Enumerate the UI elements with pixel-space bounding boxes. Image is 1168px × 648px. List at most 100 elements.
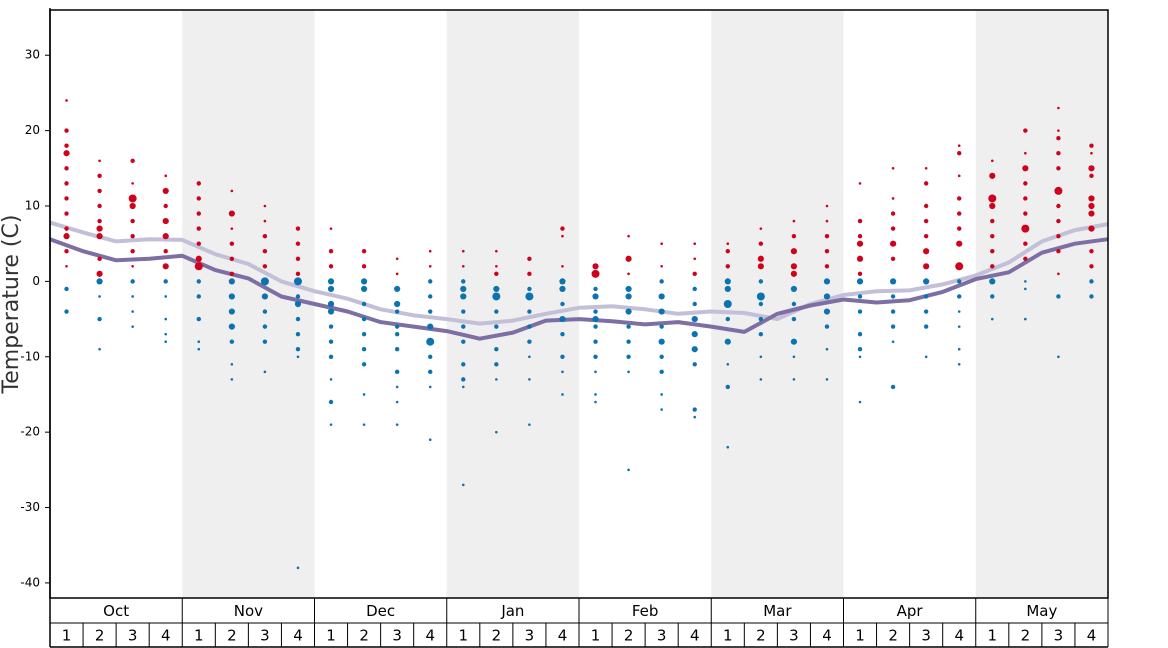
temperature-dot xyxy=(394,369,400,375)
temperature-dot xyxy=(957,144,961,147)
temperature-dot xyxy=(296,566,300,570)
temperature-dot xyxy=(625,285,632,293)
temperature-dot xyxy=(163,203,168,209)
temperature-dot xyxy=(362,393,366,396)
temperature-dot xyxy=(856,278,864,285)
temperature-dot xyxy=(196,226,201,231)
temperature-dot xyxy=(361,249,367,254)
temperature-dot xyxy=(329,378,333,381)
temperature-dot xyxy=(923,309,929,314)
temperature-dot xyxy=(825,378,829,381)
temperature-dot xyxy=(360,278,368,285)
y-tick-label: -10 xyxy=(20,349,40,363)
temperature-dot xyxy=(1023,241,1028,246)
temperature-dot xyxy=(65,265,68,268)
temperature-dot xyxy=(527,256,532,261)
temperature-dot xyxy=(1089,143,1094,148)
temperature-dot xyxy=(791,301,797,307)
temperature-dot xyxy=(129,202,136,210)
temperature-dot xyxy=(659,354,664,359)
temperature-dot xyxy=(162,263,169,270)
temperature-dot xyxy=(131,325,134,328)
temperature-dot xyxy=(627,234,630,238)
temperature-dot xyxy=(295,271,301,277)
week-label: 3 xyxy=(921,627,931,645)
temperature-dot xyxy=(659,324,664,329)
temperature-dot xyxy=(1024,287,1027,291)
temperature-dot xyxy=(295,316,301,322)
temperature-dot xyxy=(98,295,101,298)
temperature-dot xyxy=(988,194,997,203)
temperature-dot xyxy=(759,355,763,359)
temperature-dot xyxy=(327,308,335,315)
temperature-dot xyxy=(559,285,566,293)
temperature-dot xyxy=(427,323,434,330)
temperature-dot xyxy=(758,316,764,322)
temperature-dot xyxy=(494,347,499,352)
week-label: 4 xyxy=(822,627,832,645)
temperature-dot xyxy=(195,255,202,262)
temperature-dot xyxy=(130,218,135,224)
temperature-dot xyxy=(263,370,267,374)
week-label: 2 xyxy=(624,627,634,645)
temperature-dot xyxy=(196,211,201,216)
temperature-dot xyxy=(1088,165,1095,172)
temperature-dot xyxy=(725,384,730,390)
temperature-dot xyxy=(756,292,765,301)
temperature-dot xyxy=(461,483,465,487)
temperature-dot xyxy=(923,278,930,285)
temperature-dot xyxy=(527,286,532,292)
temperature-dot xyxy=(64,196,69,201)
temperature-dot xyxy=(196,241,201,246)
temperature-dot xyxy=(130,158,135,163)
temperature-dot xyxy=(791,316,797,322)
temperature-dot xyxy=(560,226,565,231)
temperature-dot xyxy=(328,354,334,359)
temperature-dot xyxy=(956,240,963,247)
temperature-dot xyxy=(594,400,597,404)
temperature-dot xyxy=(825,204,829,208)
temperature-dot xyxy=(990,218,995,224)
temperature-dot xyxy=(295,294,301,299)
week-label: 4 xyxy=(293,627,303,645)
temperature-dot xyxy=(989,202,996,210)
temperature-dot xyxy=(130,249,135,254)
temperature-dot xyxy=(460,285,467,293)
temperature-dot xyxy=(98,159,101,163)
temperature-dot xyxy=(627,272,630,276)
temperature-dot xyxy=(260,277,269,286)
temperature-dot xyxy=(428,438,432,441)
temperature-dot xyxy=(64,309,69,314)
month-label: Feb xyxy=(632,602,659,620)
temperature-dot xyxy=(889,278,897,285)
week-label: 2 xyxy=(888,627,898,645)
temperature-dot xyxy=(395,385,399,389)
temperature-dot xyxy=(1024,280,1027,283)
week-label: 3 xyxy=(1054,627,1064,645)
temperature-dot xyxy=(97,256,102,261)
temperature-dot xyxy=(692,407,697,412)
temperature-dot xyxy=(858,400,862,404)
temperature-dot xyxy=(692,286,697,292)
temperature-dot xyxy=(329,423,333,426)
temperature-dot xyxy=(792,378,796,381)
temperature-dot xyxy=(890,309,896,314)
temperature-dot xyxy=(593,324,598,329)
temperature-dot xyxy=(725,249,730,254)
temperature-dot xyxy=(561,234,564,238)
temperature-dot xyxy=(131,310,134,313)
temperature-dot xyxy=(857,218,863,224)
temperature-dot xyxy=(426,337,435,346)
temperature-dot xyxy=(294,300,302,308)
temperature-dot xyxy=(957,174,961,178)
week-label: 3 xyxy=(260,627,270,645)
temperature-dot xyxy=(361,301,367,307)
temperature-dot xyxy=(527,271,532,277)
temperature-dot xyxy=(823,293,831,300)
temperature-dot xyxy=(790,263,798,270)
temperature-dot xyxy=(229,256,235,261)
temperature-dot xyxy=(1090,151,1093,155)
temperature-dot xyxy=(1088,225,1095,232)
temperature-dot xyxy=(394,331,400,337)
temperature-dot xyxy=(395,423,399,426)
